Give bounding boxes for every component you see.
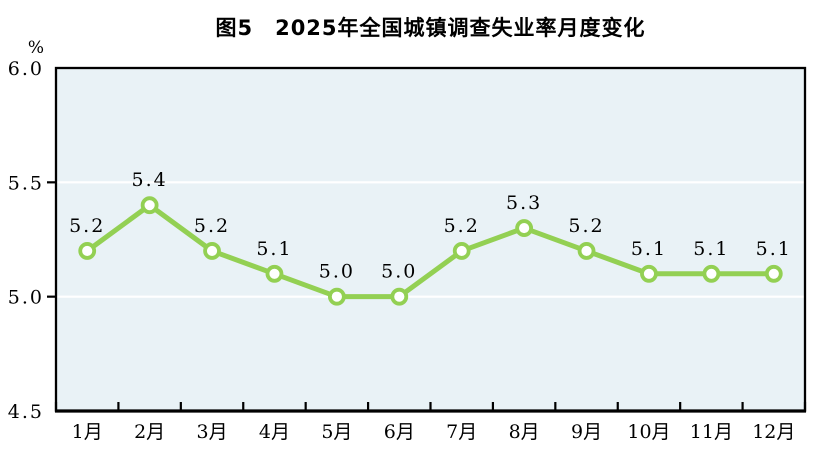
data-point-marker	[390, 287, 409, 306]
x-tick-label: 5月	[321, 421, 352, 443]
x-tick-label: 9月	[571, 421, 602, 443]
data-point-marker	[203, 242, 221, 260]
chart-title: 图5 2025年全国城镇调查失业率月度变化	[215, 16, 646, 40]
data-point-marker	[140, 196, 159, 215]
y-tick-label: 5.5	[8, 172, 44, 194]
data-point-label: 5.1	[256, 238, 292, 260]
data-point-label: 5.2	[194, 215, 230, 237]
data-point-marker	[702, 264, 721, 283]
data-point-label: 5.2	[69, 215, 105, 237]
x-tick-label: 4月	[259, 421, 290, 443]
x-tick-label: 7月	[446, 421, 477, 443]
x-tick-label: 3月	[196, 421, 227, 443]
data-point-marker	[452, 242, 471, 260]
x-tick-label: 10月	[627, 421, 670, 443]
y-tick-label: 5.0	[8, 287, 44, 309]
x-tick-label: 6月	[384, 421, 415, 443]
data-point-marker	[764, 264, 783, 283]
data-point-label: 5.1	[756, 238, 792, 260]
data-point-marker	[327, 287, 346, 306]
data-point-marker	[577, 242, 596, 260]
y-tick-label: 6.0	[8, 58, 44, 80]
data-line	[84, 202, 777, 300]
x-tick-label: 1月	[72, 421, 103, 443]
data-point-label: 5.0	[381, 261, 417, 283]
x-tick-label: 2月	[134, 421, 165, 443]
data-point-label: 5.0	[319, 261, 355, 283]
data-point-marker	[78, 242, 97, 260]
x-tick-label: 12月	[752, 421, 795, 443]
y-tick-label: 4.5	[8, 401, 44, 423]
data-point-label: 5.1	[693, 238, 729, 260]
data-point-label: 5.2	[568, 215, 604, 237]
x-tick-label: 11月	[690, 421, 733, 443]
plot-area-background	[56, 68, 805, 411]
data-point-marker	[265, 264, 284, 283]
data-point-marker	[640, 264, 658, 283]
x-tick-label: 8月	[509, 421, 540, 443]
data-point-label: 5.2	[444, 215, 480, 237]
data-point-label: 5.3	[506, 192, 542, 214]
data-point-label: 5.4	[132, 169, 168, 191]
y-axis-unit-label: %	[28, 38, 44, 58]
data-point-label: 5.1	[631, 238, 667, 260]
data-point-marker	[515, 219, 534, 237]
